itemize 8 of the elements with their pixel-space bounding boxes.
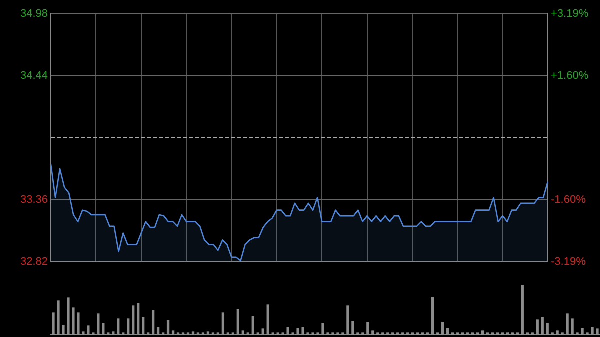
- y-tick-label: 34.98: [20, 8, 48, 20]
- y2-tick-label: -3.19%: [551, 256, 586, 268]
- y2-tick-label: +3.19%: [551, 8, 589, 20]
- y-tick-label: 32.82: [20, 256, 48, 268]
- y2-tick-label: -1.60%: [551, 194, 586, 206]
- y-tick-label: 33.36: [20, 194, 48, 206]
- y2-tick-label: +1.60%: [551, 70, 589, 82]
- y-tick-label: 34.44: [20, 70, 48, 82]
